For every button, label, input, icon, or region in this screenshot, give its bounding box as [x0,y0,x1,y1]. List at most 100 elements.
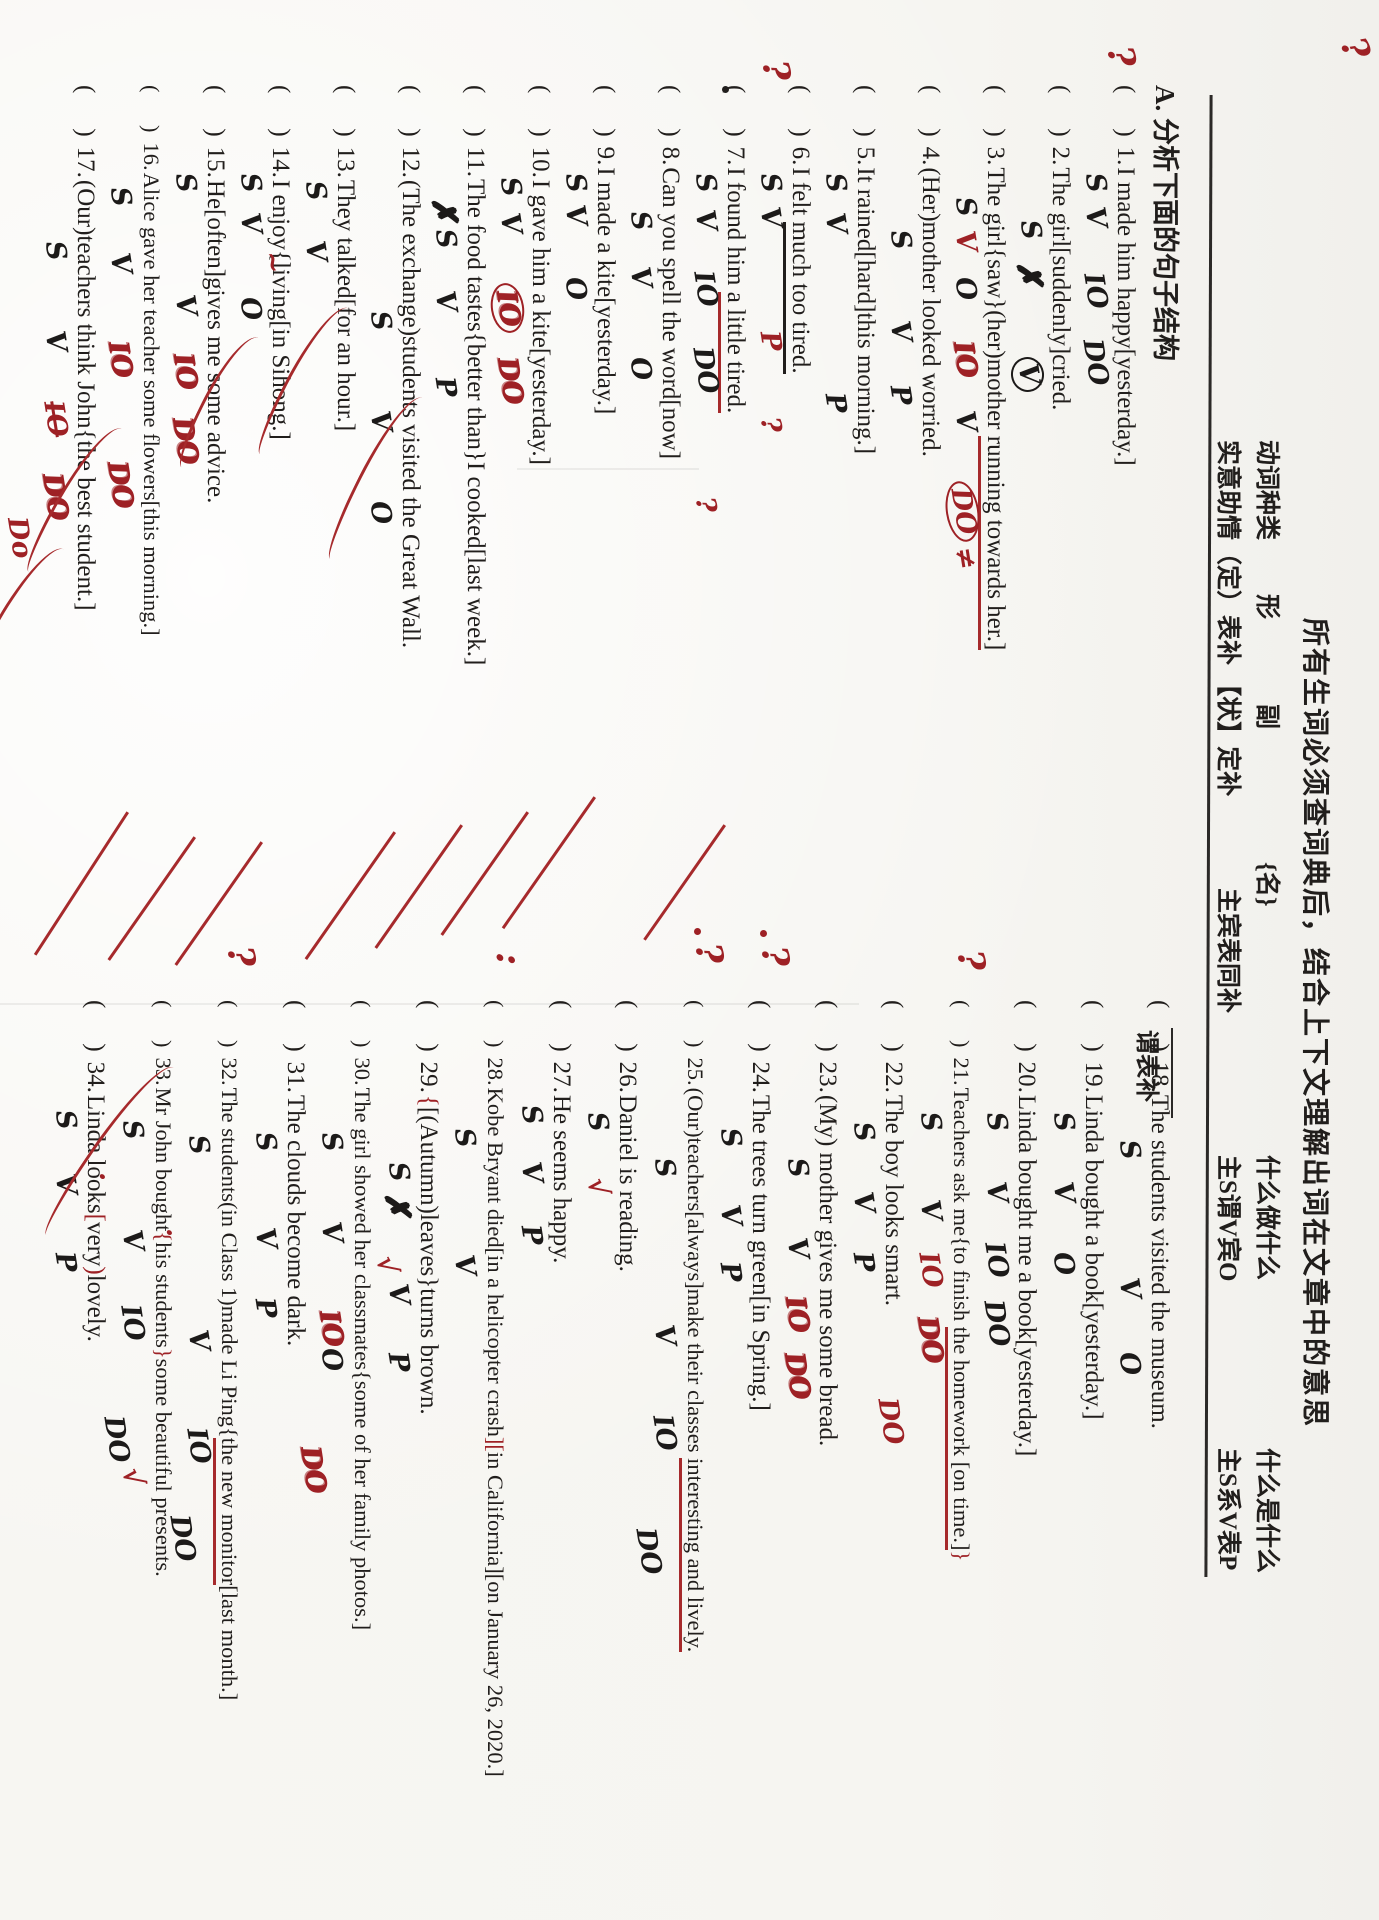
handwritten-annotation-?: ? [688,494,723,516]
handwritten-annotation-V: V [1078,204,1113,231]
red-check-slash [33,811,129,956]
ink-dot [760,930,767,937]
item-number: 13. [332,146,359,178]
handwritten-annotation-V: V [248,1225,283,1252]
sentence-item-7: ( ) 7.I found him a little tired. S V IO DO? [687,85,749,515]
handwritten-annotation-P: P [846,1249,881,1275]
item-number: 34. [82,1061,109,1093]
handwritten-annotation-O: O [558,274,593,303]
sentence-item-28: ( ) 28.Kobe Bryant died[in a helicopter c… [448,1000,508,1777]
handwritten-annotation-V: V [233,210,268,237]
sentence-text: very [82,1221,109,1267]
answer-bracket: ( ) [614,1000,641,1054]
answer-bracket: ( ) [1112,85,1139,139]
handwritten-annotation-IO: IO [947,338,984,380]
sentence-text: Daniel is reading. [614,1094,641,1272]
sentence-item-23: ( ) 23.(My) mother gives me some bread. S V… [779,1000,841,1446]
handwritten-annotation-V: V [1112,1275,1147,1302]
handwritten-annotation-S: S [688,170,723,195]
handwritten-annotation-IO: IO [1077,270,1114,312]
handwritten-annotation-S: S [103,184,138,209]
handwritten-annotation-V: V [115,1227,150,1254]
sentence-item-8: ( ) 8.Can you spell the word[now] S V O [623,85,684,459]
handwritten-annotation-S: S [514,1102,549,1127]
handwritten-annotation-V: V [493,210,528,237]
handwritten-annotation-IO: IO [687,268,724,310]
red-check-swoosh [0,538,78,697]
red-check-slash [107,836,196,961]
underlined-phrase: the new monitor [213,1437,242,1586]
sentence-text: They talked[for an hour.] [332,179,359,432]
answer-bracket: ( ) [139,85,164,135]
answer-bracket: ( ) [747,1000,774,1054]
handwritten-annotation-DO: DO [491,354,530,407]
answer-bracket: ( ) [787,85,814,139]
sentence-item-21: ( ) 21.Teachers ask me{to finish the home… [872,1000,974,1561]
handwritten-annotation-S: S [248,1129,283,1154]
answer-bracket: ( ) [350,1000,375,1050]
red-check-slash [501,796,596,930]
handwritten-annotation-S: S [1013,217,1048,242]
sentence-item-20: ( ) 20.Linda bought me a book[yesterday.]… [978,1000,1040,1457]
answer-bracket: ( ) [72,85,99,139]
red-question-mark: ? [752,943,798,970]
handwritten-annotation-V: V [688,207,723,234]
handwritten-annotation-S: S [314,1129,349,1154]
item-number: 27. [548,1061,575,1093]
handwritten-annotation-P: P [514,1222,549,1248]
sentence-text: Kobe Bryant died[in a helicopter crash [483,1087,508,1437]
red-question-mark: ? [1331,31,1379,66]
item-number: 29. [415,1061,442,1093]
underlined-phrase: interesting and lively. [679,1458,708,1653]
sentence-item-26: ( ) 26.Daniel is reading. S √ [581,1000,641,1272]
handwritten-annotation-P: P [753,328,788,354]
handwritten-annotation-S: S [558,170,593,195]
item-number: 8. [657,146,684,166]
sentence-text: The students visited the museum. [1146,1094,1173,1429]
answer-bracket: ( ) [202,85,229,139]
instruction-line: 所有生词必须查词典后，结合上下文理解出词在文章中的意思 [1299,618,1330,1429]
handwritten-annotation-S: S [363,308,398,333]
answer-bracket: ( ) [1080,1000,1107,1054]
sentence-item-5: ( ) 5.It rained[hard]this morning.] S V P [819,85,879,454]
item-number: 15. [202,146,229,178]
sentence-item-2: ( ) 2.The girl[suddenly]cried. S ✗ V [1008,85,1074,410]
red-question-mark: ? [686,940,732,967]
red-question-mark: : [488,952,530,966]
handwritten-annotation-IO: IO [102,338,139,380]
handwritten-annotation-V: V [913,1197,948,1224]
sentence-item-25: ( ) 25.(Our)teachers[always]make their cl… [630,1000,708,1653]
handwritten-annotation-?: ? [753,414,788,436]
handwritten-annotation-DO: DO [778,1349,817,1402]
handwritten-annotation-DO: DO [871,1395,910,1448]
handwritten-annotation-DO: DO [629,1525,668,1578]
handwritten-annotation-S: S [38,238,73,263]
handwritten-annotation-O: O [233,294,268,323]
red-check-slash [440,811,529,936]
sentence-item-19: ( ) 19.Linda bought a book[yesterday.] S V O [1046,1000,1107,1420]
handwritten-annotation-S: S [713,1125,748,1150]
handwritten-annotation-V: V [948,408,983,435]
handwritten-annotation-V: V [883,318,918,345]
red-question-mark: ? [948,947,994,974]
sentence-text: Linda bought me a book[yesterday.] [1013,1094,1040,1457]
sentence-text: his students [151,1242,176,1348]
handwritten-annotation-√: √ [115,1465,150,1489]
sentence-text: (Our)teachers[always]make their classes [683,1087,708,1459]
handwritten-annotation-IO: IO [912,1249,949,1291]
handwritten-annotation-DO: DO [1076,336,1115,389]
handwritten-annotation-V: V [818,210,853,237]
item-number: 24. [747,1061,774,1093]
sentence-item-32: ( ) 32.The students(in Class 1)made Li Pi… [164,1000,242,1700]
answer-bracket: ( ) [1146,1000,1173,1054]
handwritten-annotation-~: ~ [255,248,290,276]
header-column-label: 动词种类 [1253,440,1280,541]
handwritten-annotation-√: √ [369,1253,404,1277]
handwritten-annotation-√: √ [580,1175,615,1199]
sentence-text: The food tastes{better than}I cooked[las… [462,178,489,666]
handwritten-annotation-S: S [647,1155,682,1180]
handwritten-annotation-S: S [233,170,268,195]
header-column-label: 副 [1253,704,1280,730]
handwritten-annotation-IO: IO [779,1293,816,1335]
